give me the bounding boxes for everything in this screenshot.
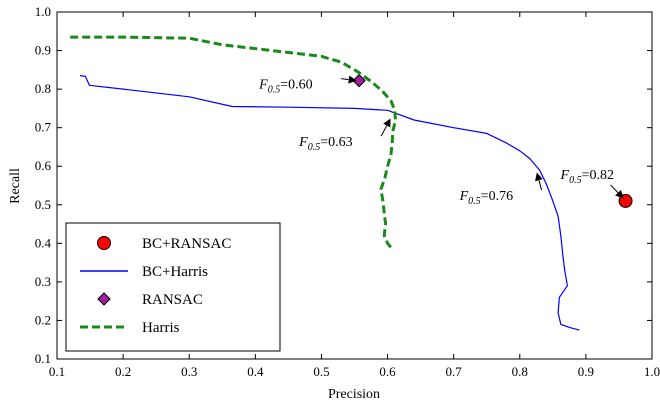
legend-entry-bc-ransac: BC+RANSAC xyxy=(97,236,231,252)
x-tick-label: 0.3 xyxy=(181,364,197,379)
series-marker-ransac xyxy=(352,73,366,88)
y-tick-label: 0.3 xyxy=(35,274,51,289)
tick-layer: 0.1 0.2 0.3 0.4 0.5 0.6 0.7 0.8 0.9 1.0 0.1 0.2 0.3 0… xyxy=(35,4,660,379)
y-tick-label: 0.4 xyxy=(35,235,52,250)
y-tick-label: 0.5 xyxy=(35,197,51,212)
annotation-arrow-shaft xyxy=(538,180,543,191)
f-score-value: =0.76 xyxy=(481,189,513,204)
f-score-annotation: F0.5=0.76 xyxy=(459,172,543,207)
series-layer xyxy=(70,35,633,331)
annotation-arrow-head xyxy=(348,75,357,84)
legend: BC+RANSAC BC+Harris RANSAC Harris xyxy=(65,222,281,352)
annotation-arrow-head xyxy=(615,189,624,199)
legend-label: BC+Harris xyxy=(142,264,208,280)
legend-swatch xyxy=(97,292,111,306)
x-tick-label: 0.1 xyxy=(49,364,65,379)
f-score-symbol: F xyxy=(459,189,469,204)
f-score-subscript: 0.5 xyxy=(468,196,481,207)
f-score-symbol: F xyxy=(560,168,570,183)
f-score-subscript: 0.5 xyxy=(569,175,582,186)
f-score-annotation: F0.5=0.60 xyxy=(258,75,357,96)
f-score-label: F0.5=0.60 xyxy=(258,78,312,96)
x-tick-label: 0.2 xyxy=(115,364,131,379)
y-tick-label: 0.6 xyxy=(35,158,52,173)
annotation-arrow-head xyxy=(383,118,391,128)
y-tick-label: 0.8 xyxy=(35,81,51,96)
x-tick-label: 0.4 xyxy=(247,364,264,379)
y-tick-label: 0.1 xyxy=(35,351,51,366)
legend-label: RANSAC xyxy=(142,292,203,308)
x-tick-label: 0.8 xyxy=(512,364,528,379)
x-tick-label: 0.7 xyxy=(446,364,463,379)
f-score-label: F0.5=0.76 xyxy=(459,189,513,207)
plot-frame xyxy=(56,11,653,360)
series-line-harris xyxy=(70,35,397,251)
legend-entry-harris: Harris xyxy=(80,320,180,336)
x-tick-label: 0.9 xyxy=(578,364,594,379)
annotation-arrow-shaft xyxy=(610,184,619,194)
y-tick-label: 1.0 xyxy=(35,4,51,19)
f-score-symbol: F xyxy=(258,78,268,93)
x-axis-label: Precision xyxy=(328,387,380,402)
f-score-annotation: F0.5=0.82 xyxy=(560,168,624,199)
y-axis-label: Recall xyxy=(8,168,23,204)
y-tick-label: 0.9 xyxy=(35,43,51,58)
f-score-subscript: 0.5 xyxy=(308,142,321,153)
f-score-subscript: 0.5 xyxy=(268,85,281,96)
annotation-arrow-shaft xyxy=(341,78,349,81)
f-score-value: =0.63 xyxy=(320,135,352,150)
f-score-label: F0.5=0.82 xyxy=(560,168,614,186)
annotation-arrow-head xyxy=(535,172,543,182)
f-score-value: =0.82 xyxy=(582,168,614,183)
legend-entry-ransac: RANSAC xyxy=(97,292,203,308)
y-tick-label: 0.2 xyxy=(35,312,51,327)
f-score-value: =0.60 xyxy=(280,78,312,93)
x-tick-label: 1.0 xyxy=(644,364,660,379)
legend-entry-bc-harris: BC+Harris xyxy=(80,264,208,280)
annotation-arrow-shaft xyxy=(380,125,388,137)
x-tick-label: 0.5 xyxy=(313,364,329,379)
f-score-label: F0.5=0.63 xyxy=(298,135,352,153)
f-score-symbol: F xyxy=(298,135,308,150)
legend-swatch xyxy=(97,236,111,250)
legend-label: Harris xyxy=(142,320,180,336)
x-tick-label: 0.6 xyxy=(379,364,396,379)
y-tick-label: 0.7 xyxy=(35,120,52,135)
series-line-bc-harris xyxy=(80,75,580,331)
legend-label: BC+RANSAC xyxy=(142,236,231,252)
f-score-annotation: F0.5=0.63 xyxy=(298,118,391,153)
